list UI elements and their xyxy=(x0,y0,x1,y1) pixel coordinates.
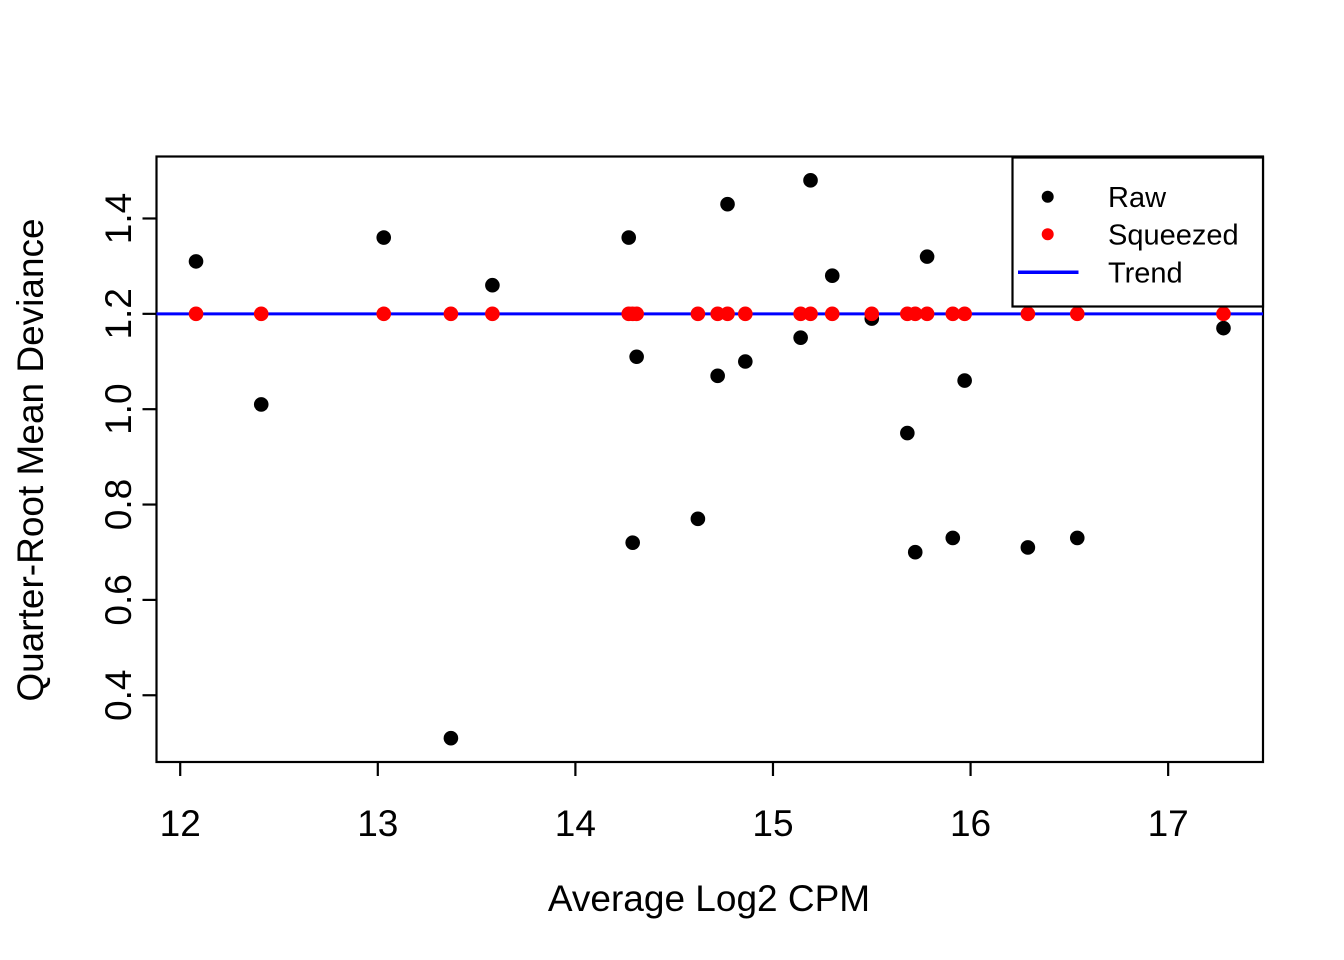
squeezed-point xyxy=(957,306,972,322)
y-tick-label: 0.6 xyxy=(98,574,139,625)
raw-point xyxy=(957,373,972,388)
squeezed-point xyxy=(919,306,935,322)
raw-point xyxy=(738,354,753,369)
legend-label-trend: Trend xyxy=(1108,257,1183,289)
raw-point xyxy=(824,268,840,283)
legend-squeezed-marker-icon xyxy=(1041,228,1054,241)
raw-point xyxy=(1069,530,1085,546)
x-axis-title: Average Log2 CPM xyxy=(548,878,870,919)
raw-point xyxy=(945,530,961,546)
raw-point xyxy=(1216,320,1231,336)
y-tick-label: 1.2 xyxy=(98,288,139,339)
x-tick-label: 13 xyxy=(357,803,398,844)
legend: Raw Squeezed Trend xyxy=(1011,156,1265,308)
plot-frame xyxy=(155,155,1265,764)
squeezed-point xyxy=(864,306,880,322)
raw-point xyxy=(803,173,818,188)
raw-point xyxy=(907,544,923,560)
x-tick-label: 16 xyxy=(950,803,991,844)
x-tick-label: 12 xyxy=(160,803,201,844)
squeezed-point xyxy=(1216,306,1231,322)
squeezed-point xyxy=(485,306,500,322)
raw-point xyxy=(919,249,935,264)
x-tick-label: 17 xyxy=(1148,803,1189,844)
x-tick-label: 14 xyxy=(555,803,596,844)
raw-point xyxy=(621,230,637,245)
raw-point xyxy=(690,511,706,527)
legend-label-raw: Raw xyxy=(1108,182,1167,214)
raw-point xyxy=(629,349,644,365)
squeezed-point xyxy=(629,306,644,322)
raw-point xyxy=(710,368,725,384)
squeezed-point xyxy=(376,306,392,322)
legend-box xyxy=(1011,156,1265,308)
y-axis-title: Quarter-Root Mean Deviance xyxy=(10,218,51,701)
raw-point xyxy=(485,277,500,293)
raw-point xyxy=(900,425,915,441)
legend-label-squeezed: Squeezed xyxy=(1108,219,1239,251)
x-tick-label: 15 xyxy=(752,803,793,844)
raw-point xyxy=(188,254,204,269)
y-tick-label: 0.8 xyxy=(98,479,139,530)
squeezed-point xyxy=(188,306,204,322)
y-tick-label: 1.0 xyxy=(98,383,139,434)
raw-point xyxy=(253,397,269,412)
raw-point xyxy=(720,196,735,212)
y-tick-label: 1.4 xyxy=(98,193,139,244)
squeezed-point xyxy=(1069,306,1085,322)
squeezed-point xyxy=(720,306,735,322)
plot-area: 12 13 14 15 16 17 0.4 0.6 0.8 1.0 1.2 1.4 xyxy=(98,155,1265,844)
squeezed-point xyxy=(803,306,818,322)
raw-point xyxy=(1020,540,1036,555)
squeezed-point xyxy=(824,306,840,322)
y-tick-label: 0.4 xyxy=(98,670,139,721)
squeezed-point xyxy=(443,306,459,322)
raw-point xyxy=(625,535,640,550)
squeezed-point xyxy=(253,306,269,322)
squeezed-point xyxy=(738,306,753,322)
raw-point xyxy=(443,730,459,746)
squeezed-point xyxy=(1020,306,1036,322)
raw-point xyxy=(793,330,808,345)
squeezed-point xyxy=(690,306,706,322)
legend-raw-marker-icon xyxy=(1041,190,1054,203)
squeezed-point xyxy=(945,306,961,322)
squeezed-point xyxy=(907,306,923,322)
raw-point xyxy=(376,230,392,245)
